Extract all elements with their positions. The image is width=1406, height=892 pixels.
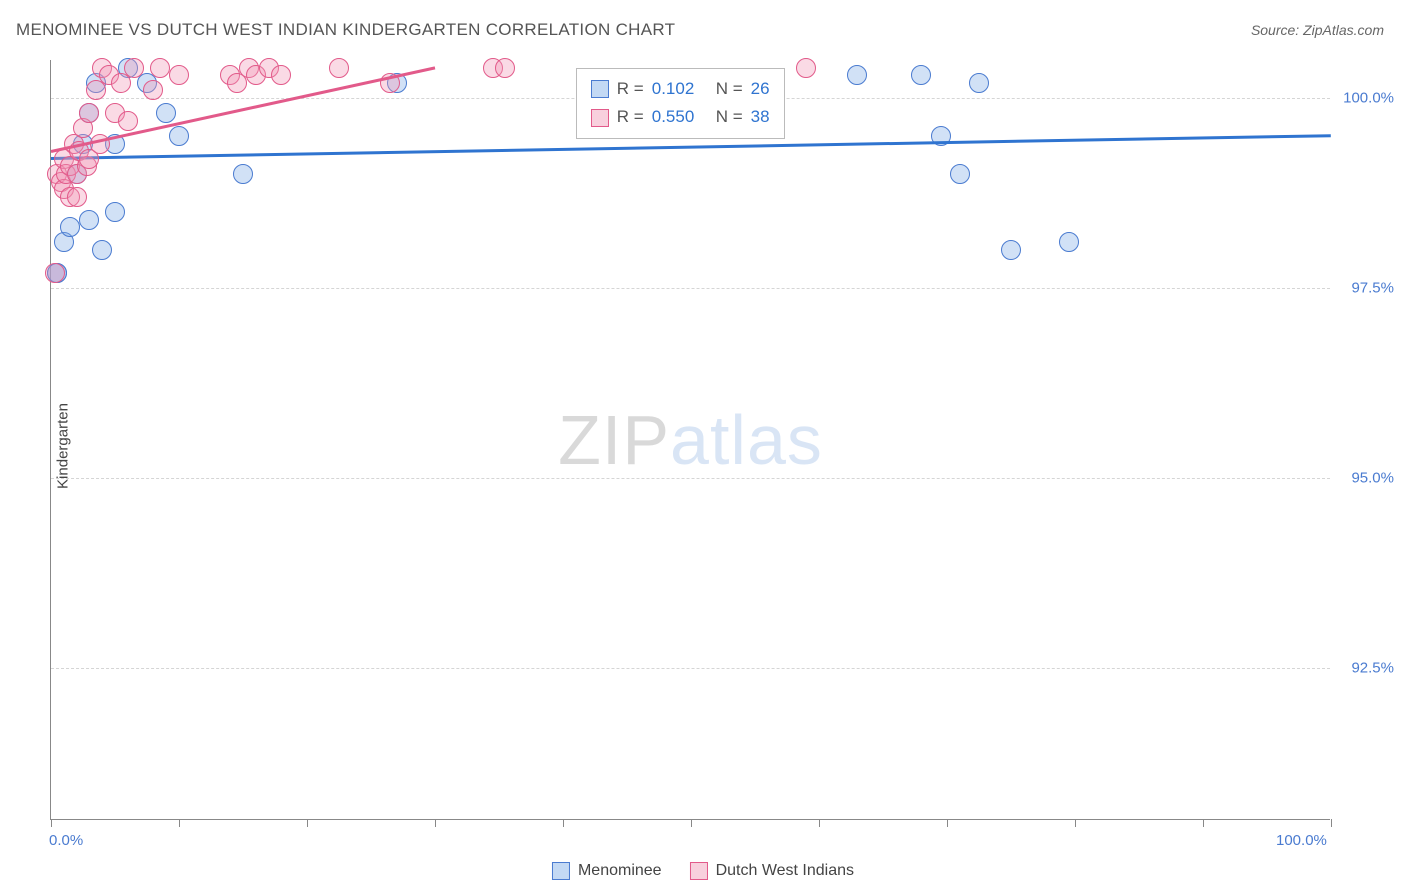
legend-r-value: 0.102 <box>652 75 708 104</box>
data-point-dutch_west_indians <box>67 187 87 207</box>
legend-bottom: Menominee Dutch West Indians <box>552 862 854 880</box>
y-tick-label: 92.5% <box>1351 660 1394 677</box>
legend-stats-row: R = 0.550 N = 38 <box>591 103 770 132</box>
x-tick <box>947 819 948 827</box>
gridline <box>51 478 1330 479</box>
data-point-menominee <box>156 103 176 123</box>
data-point-menominee <box>847 65 867 85</box>
data-point-menominee <box>105 202 125 222</box>
legend-r-label: R = <box>617 75 644 104</box>
legend-swatch <box>552 862 570 880</box>
data-point-menominee <box>1001 240 1021 260</box>
gridline <box>51 668 1330 669</box>
x-tick <box>1331 819 1332 827</box>
legend-label: Dutch West Indians <box>716 862 854 880</box>
data-point-dutch_west_indians <box>118 111 138 131</box>
chart-container: MENOMINEE VS DUTCH WEST INDIAN KINDERGAR… <box>0 0 1406 892</box>
legend-n-value: 38 <box>751 103 770 132</box>
source-attribution: Source: ZipAtlas.com <box>1251 22 1384 38</box>
x-tick <box>563 819 564 827</box>
legend-stats: R = 0.102 N = 26 R = 0.550 N = 38 <box>576 68 785 140</box>
legend-item: Dutch West Indians <box>690 862 854 880</box>
legend-stats-row: R = 0.102 N = 26 <box>591 75 770 104</box>
legend-item: Menominee <box>552 862 662 880</box>
data-point-menominee <box>911 65 931 85</box>
data-point-menominee <box>60 217 80 237</box>
data-point-menominee <box>169 126 189 146</box>
data-point-dutch_west_indians <box>79 103 99 123</box>
y-tick-label: 95.0% <box>1351 470 1394 487</box>
chart-title: MENOMINEE VS DUTCH WEST INDIAN KINDERGAR… <box>16 20 675 40</box>
data-point-dutch_west_indians <box>45 263 65 283</box>
x-end-label: 100.0% <box>1276 832 1327 849</box>
legend-n-label: N = <box>716 103 743 132</box>
legend-swatch <box>690 862 708 880</box>
watermark: ZIPatlas <box>558 400 823 480</box>
data-point-dutch_west_indians <box>329 58 349 78</box>
plot-area: ZIPatlas 92.5%95.0%97.5%100.0%0.0%100.0%… <box>50 60 1330 820</box>
data-point-menominee <box>950 164 970 184</box>
data-point-menominee <box>969 73 989 93</box>
data-point-menominee <box>1059 232 1079 252</box>
data-point-dutch_west_indians <box>796 58 816 78</box>
x-tick <box>435 819 436 827</box>
data-point-dutch_west_indians <box>150 58 170 78</box>
gridline <box>51 288 1330 289</box>
legend-r-label: R = <box>617 103 644 132</box>
y-tick-label: 100.0% <box>1343 90 1394 107</box>
legend-swatch <box>591 80 609 98</box>
x-tick <box>307 819 308 827</box>
legend-n-value: 26 <box>751 75 770 104</box>
x-tick <box>1203 819 1204 827</box>
data-point-menominee <box>233 164 253 184</box>
data-point-dutch_west_indians <box>124 58 144 78</box>
x-end-label: 0.0% <box>49 832 83 849</box>
legend-label: Menominee <box>578 862 662 880</box>
y-tick-label: 97.5% <box>1351 280 1394 297</box>
legend-swatch <box>591 109 609 127</box>
data-point-dutch_west_indians <box>169 65 189 85</box>
legend-n-label: N = <box>716 75 743 104</box>
watermark-prefix: ZIP <box>558 401 670 479</box>
x-tick <box>51 819 52 827</box>
x-tick <box>819 819 820 827</box>
data-point-dutch_west_indians <box>495 58 515 78</box>
x-tick <box>691 819 692 827</box>
x-tick <box>1075 819 1076 827</box>
x-tick <box>179 819 180 827</box>
data-point-dutch_west_indians <box>271 65 291 85</box>
data-point-menominee <box>79 210 99 230</box>
legend-r-value: 0.550 <box>652 103 708 132</box>
watermark-suffix: atlas <box>670 401 823 479</box>
data-point-menominee <box>92 240 112 260</box>
data-point-dutch_west_indians <box>143 80 163 100</box>
